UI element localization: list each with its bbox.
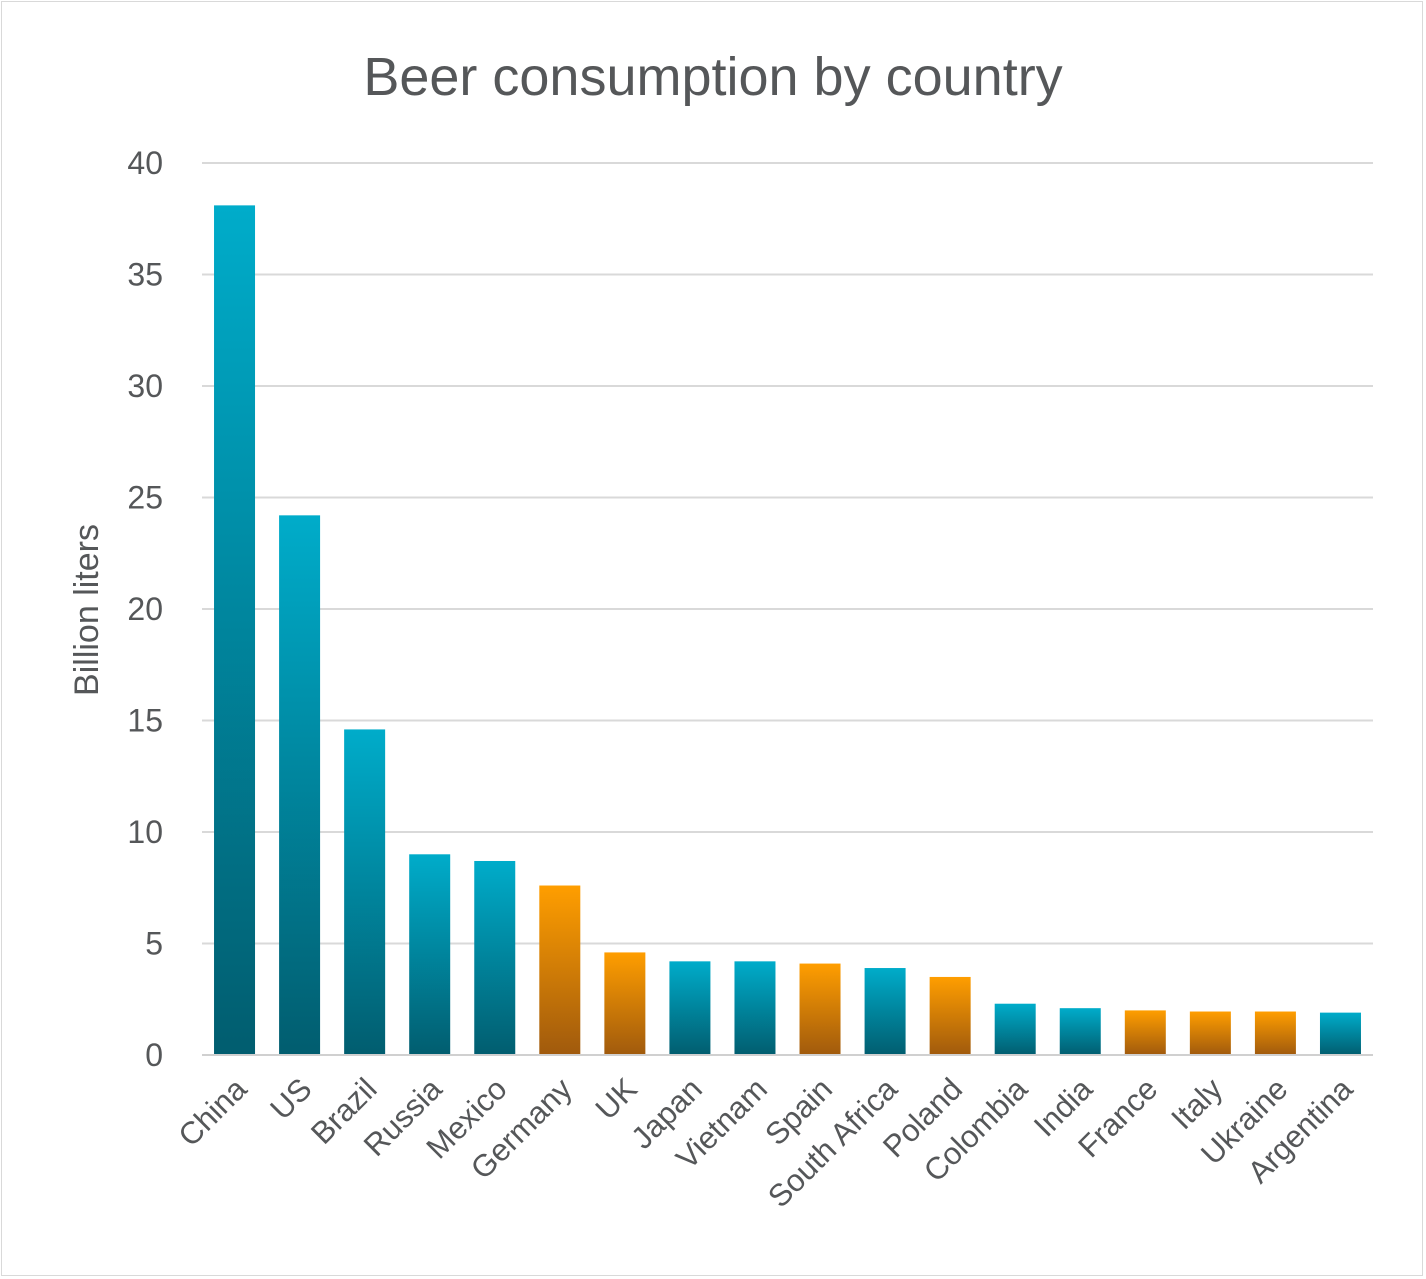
y-tick-label: 5 [145, 926, 163, 962]
bar-ukraine [1254, 1011, 1296, 1055]
bar-japan [669, 961, 711, 1055]
bar-brazil [344, 729, 386, 1055]
y-axis-ticks: 0 5 10 15 20 25 30 35 40 [127, 145, 163, 1073]
x-tick-label: UK [589, 1071, 644, 1126]
bar-colombia [994, 1003, 1036, 1055]
bar-mexico [474, 860, 516, 1055]
bar-india [1059, 1008, 1101, 1055]
bar-spain [799, 963, 841, 1055]
y-tick-label: 20 [127, 591, 163, 627]
y-tick-label: 25 [127, 480, 163, 516]
bar-argentina [1319, 1012, 1361, 1055]
bar-vietnam [734, 961, 776, 1055]
chart-title: Beer consumption by country [363, 47, 1062, 107]
y-tick-label: 10 [127, 814, 163, 850]
y-tick-label: 30 [127, 368, 163, 404]
bar-uk [604, 952, 646, 1055]
y-tick-label: 15 [127, 703, 163, 739]
bar-poland [929, 976, 971, 1055]
bar-germany [539, 885, 581, 1055]
bar-italy [1189, 1011, 1231, 1055]
y-tick-label: 0 [145, 1037, 163, 1073]
y-axis-label: Billion liters [68, 524, 106, 696]
bar-south-africa [864, 968, 906, 1055]
y-tick-label: 40 [127, 145, 163, 181]
bars [214, 205, 1361, 1055]
bar-russia [409, 854, 451, 1055]
bar-france [1124, 1010, 1166, 1055]
y-tick-label: 35 [127, 257, 163, 293]
x-tick-label: US [263, 1071, 318, 1126]
bar-us [279, 515, 321, 1055]
bar-china [214, 205, 256, 1055]
x-tick-label: China [171, 1071, 254, 1154]
gridlines [202, 162, 1373, 945]
